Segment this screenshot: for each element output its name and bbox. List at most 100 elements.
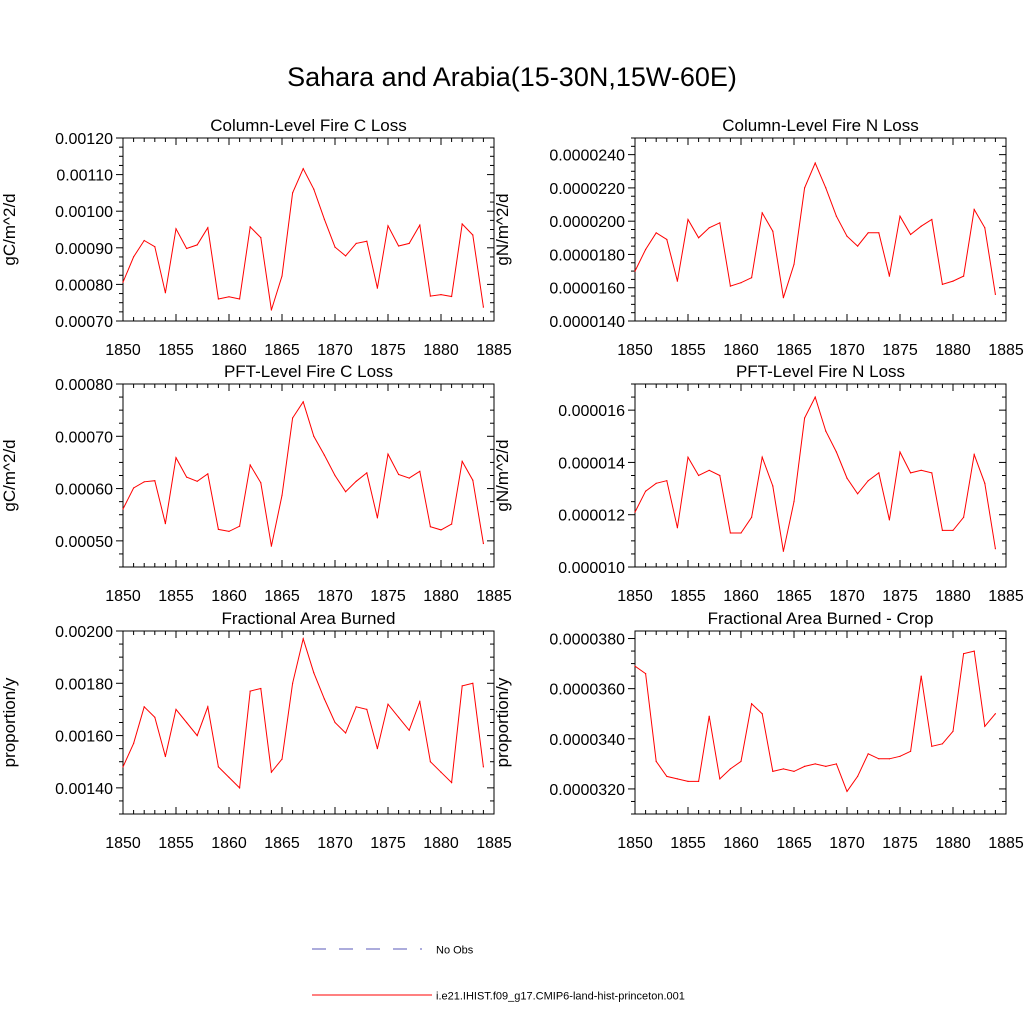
x-tick-label: 1850 xyxy=(105,588,141,605)
data-point xyxy=(645,248,647,251)
x-tick-label: 1875 xyxy=(370,588,406,605)
data-point xyxy=(164,292,166,294)
data-point xyxy=(482,306,484,308)
y-tick-label: 0.00200 xyxy=(55,624,113,641)
data-point xyxy=(857,245,859,247)
data-point xyxy=(292,682,294,684)
y-tick-label: 0.000014 xyxy=(558,455,625,472)
data-point xyxy=(899,451,901,453)
data-point xyxy=(878,232,880,234)
data-point xyxy=(451,295,453,298)
data-point xyxy=(846,790,848,793)
y-tick-label: 0.0000320 xyxy=(549,782,625,799)
y-tick-label: 0.0000180 xyxy=(549,247,625,264)
y-axis-label: proportion/y xyxy=(493,677,512,767)
data-point xyxy=(302,401,304,403)
data-point xyxy=(207,706,209,708)
y-axis-label: gN/m^2/d xyxy=(493,439,512,511)
data-point xyxy=(334,721,336,724)
x-tick-label: 1865 xyxy=(776,342,812,359)
y-tick-label: 0.00080 xyxy=(55,377,113,394)
y-tick-label: 0.00140 xyxy=(55,781,113,798)
data-point xyxy=(941,283,944,285)
y-tick-label: 0.0000160 xyxy=(549,281,625,298)
x-tick-label: 1885 xyxy=(988,342,1024,359)
data-point xyxy=(472,479,474,481)
y-axis-label: gC/m^2/d xyxy=(0,193,19,265)
data-point xyxy=(249,464,251,466)
x-tick-label: 1875 xyxy=(370,835,406,852)
x-tick-label: 1870 xyxy=(317,588,353,605)
data-point xyxy=(366,472,368,474)
data-point xyxy=(867,232,869,234)
data-point xyxy=(440,771,442,773)
data-point xyxy=(963,653,965,655)
x-tick-label: 1860 xyxy=(723,342,759,359)
data-point xyxy=(164,523,166,525)
x-tick-label: 1855 xyxy=(158,588,194,605)
data-point xyxy=(698,780,700,783)
series-line xyxy=(634,395,996,552)
data-point xyxy=(440,294,442,296)
data-point xyxy=(973,208,975,211)
data-point xyxy=(994,293,997,295)
data-point xyxy=(472,234,474,236)
data-point xyxy=(846,235,848,237)
data-point xyxy=(634,665,636,667)
data-point xyxy=(249,690,251,692)
x-tick-label: 1875 xyxy=(882,588,918,605)
data-point xyxy=(302,168,304,170)
data-point xyxy=(387,453,389,455)
data-point xyxy=(666,238,668,241)
data-point xyxy=(825,187,827,189)
data-point xyxy=(366,240,368,242)
data-point xyxy=(729,532,732,534)
data-point xyxy=(133,487,135,489)
x-tick-label: 1855 xyxy=(670,342,706,359)
x-tick-label: 1865 xyxy=(264,835,300,852)
data-point xyxy=(655,760,657,763)
data-point xyxy=(482,542,484,545)
data-point xyxy=(133,256,135,258)
data-point xyxy=(313,672,315,674)
data-point xyxy=(931,218,933,221)
data-point xyxy=(143,481,145,483)
x-tick-label: 1880 xyxy=(423,835,459,852)
x-tick-label: 1885 xyxy=(988,588,1024,605)
y-tick-label: 0.0000140 xyxy=(549,314,625,331)
data-point xyxy=(239,787,241,789)
data-point xyxy=(952,529,954,532)
data-point xyxy=(313,435,315,437)
data-point xyxy=(708,227,710,229)
data-point xyxy=(398,245,400,247)
data-point xyxy=(676,527,679,529)
y-tick-label: 0.0000200 xyxy=(549,214,625,231)
x-tick-label: 1855 xyxy=(158,342,194,359)
x-tick-label: 1885 xyxy=(476,835,512,852)
data-point xyxy=(186,476,188,478)
chart-panel-3: PFT-Level Fire C Loss gC/m^2/d 1850 1855 186… xyxy=(0,362,512,605)
data-point xyxy=(281,494,283,496)
data-point xyxy=(655,232,657,234)
x-tick-label: 1850 xyxy=(105,342,141,359)
data-point xyxy=(994,548,997,550)
data-point xyxy=(963,275,965,277)
data-point xyxy=(228,530,230,533)
data-point xyxy=(408,477,410,479)
chart-panel-2: Column-Level Fire N Loss gN/m^2/d 1850 1855… xyxy=(493,116,1024,359)
data-point xyxy=(376,517,378,519)
data-point xyxy=(676,280,679,282)
data-point xyxy=(207,227,209,229)
data-point xyxy=(122,281,124,283)
x-tick-label: 1850 xyxy=(617,835,653,852)
data-point xyxy=(461,460,463,462)
data-point xyxy=(761,212,763,214)
data-point xyxy=(825,430,827,432)
x-tick-label: 1880 xyxy=(423,342,459,359)
legend: No Obs i.e21.IHIST.f09_g17.CMIP6-land-hi… xyxy=(312,945,685,1003)
data-point xyxy=(825,765,827,768)
data-point xyxy=(281,758,283,760)
y-tick-label: 0.00090 xyxy=(55,241,113,258)
y-tick-label: 0.00070 xyxy=(55,314,113,331)
x-tick-label: 1870 xyxy=(829,588,865,605)
